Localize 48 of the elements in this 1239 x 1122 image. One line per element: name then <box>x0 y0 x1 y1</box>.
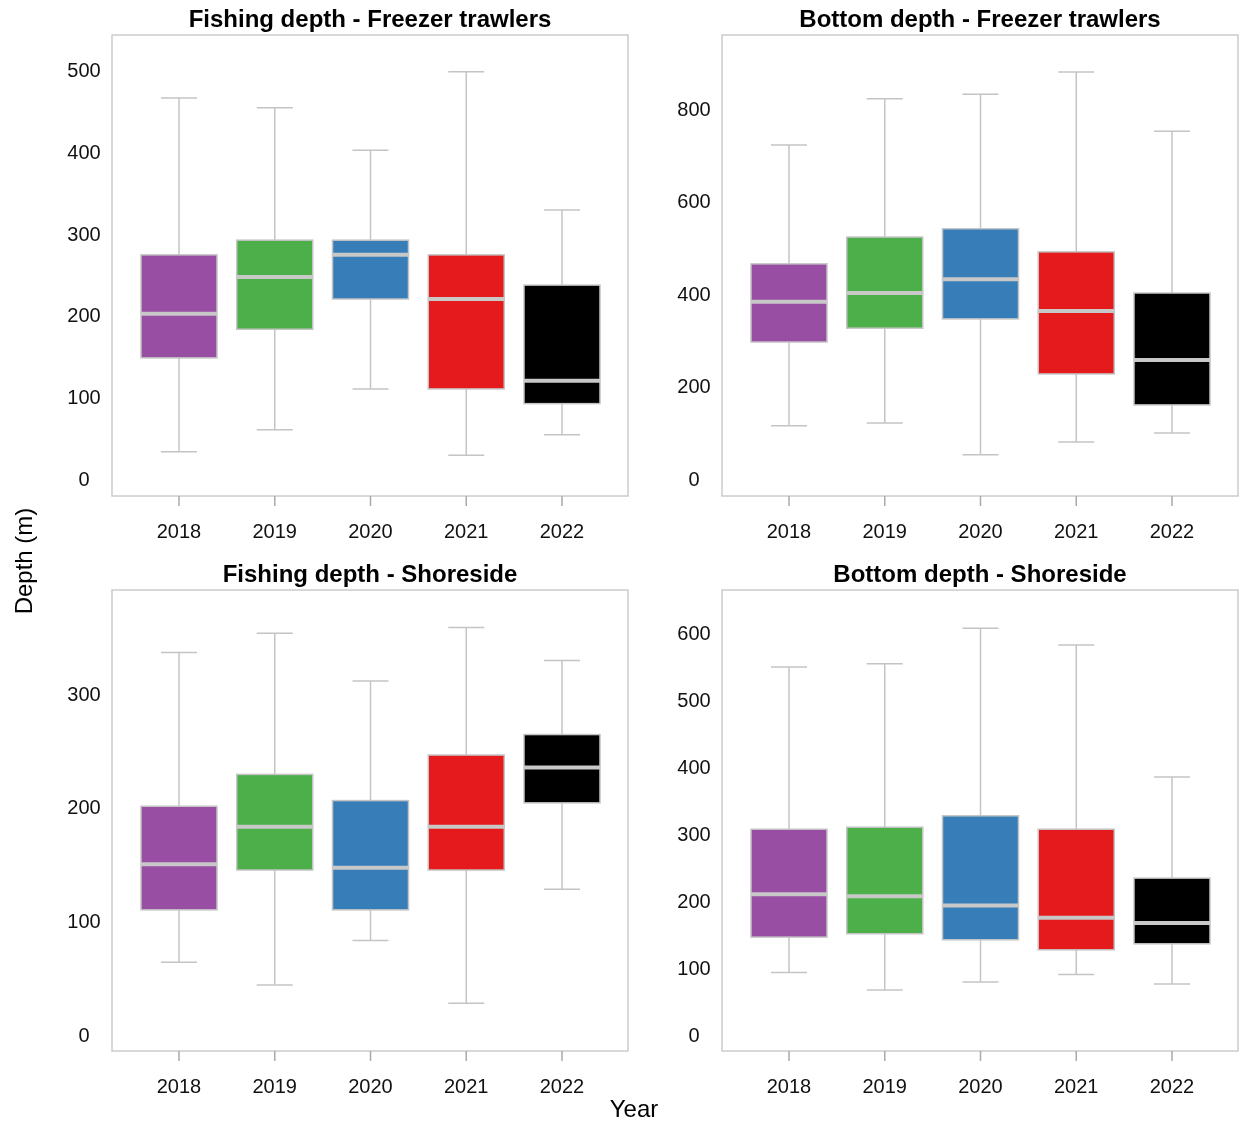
x-tick-label: 2018 <box>766 1075 812 1097</box>
x-tick-label: 2022 <box>539 1075 585 1097</box>
x-tick-label: 2019 <box>252 520 297 542</box>
y-tick-label: 400 <box>677 282 711 305</box>
y-tick-label: 0 <box>688 1023 700 1046</box>
y-tick-label: 200 <box>677 375 711 398</box>
x-tick-label: 2021 <box>444 520 489 542</box>
y-tick-label: 100 <box>67 910 101 933</box>
y-tick-label: 400 <box>677 755 711 778</box>
y-tick-label: 100 <box>677 956 711 979</box>
x-tick-label: 2020 <box>348 520 393 542</box>
y-tick-label: 300 <box>67 682 101 705</box>
x-tick-label: 2021 <box>1054 520 1099 542</box>
chart-title: Bottom depth - Freezer trawlers <box>799 5 1161 32</box>
y-axis-title: Depth (m) <box>10 507 37 615</box>
y-tick-label: 500 <box>67 59 101 82</box>
x-tick-label: 2022 <box>1149 520 1195 542</box>
y-tick-label: 400 <box>67 140 101 163</box>
y-tick-label: 300 <box>677 822 711 845</box>
x-tick-label: 2019 <box>862 520 907 542</box>
y-tick-label: 0 <box>78 1024 90 1047</box>
y-tick-label: 100 <box>67 386 101 409</box>
x-tick-label: 2021 <box>1054 1075 1099 1097</box>
y-tick-label: 300 <box>67 222 101 245</box>
y-tick-label: 200 <box>67 304 101 327</box>
chart-title: Fishing depth - Shoreside <box>222 560 518 587</box>
x-tick-label: 2018 <box>156 1075 202 1097</box>
chart-title: Bottom depth - Shoreside <box>833 560 1127 587</box>
y-tick-label: 200 <box>677 889 711 912</box>
y-tick-label: 500 <box>677 688 711 711</box>
x-tick-label: 2019 <box>252 1075 297 1097</box>
y-tick-label: 600 <box>677 621 711 644</box>
x-tick-label: 2020 <box>958 520 1003 542</box>
y-tick-label: 200 <box>67 796 101 819</box>
y-tick-label: 600 <box>677 190 711 213</box>
y-tick-label: 800 <box>677 97 711 120</box>
y-tick-label: 0 <box>688 467 700 490</box>
x-tick-label: 2019 <box>862 1075 907 1097</box>
x-tick-label: 2022 <box>1149 1075 1195 1097</box>
x-tick-label: 2020 <box>958 1075 1003 1097</box>
x-axis-title: Year <box>609 1095 659 1122</box>
x-tick-label: 2018 <box>766 520 812 542</box>
x-tick-label: 2020 <box>348 1075 393 1097</box>
chart-title: Fishing depth - Freezer trawlers <box>188 5 552 32</box>
x-tick-label: 2021 <box>444 1075 489 1097</box>
x-tick-label: 2022 <box>539 520 585 542</box>
x-tick-label: 2018 <box>156 520 202 542</box>
y-tick-label: 0 <box>78 467 90 490</box>
